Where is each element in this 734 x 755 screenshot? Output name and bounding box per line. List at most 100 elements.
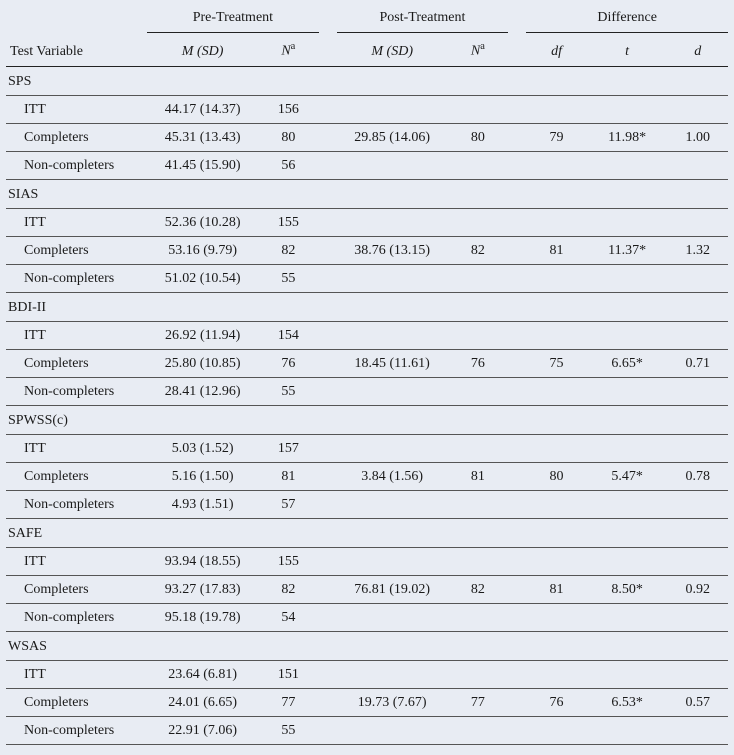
- cell-post-msd: [337, 208, 448, 236]
- gap: [319, 688, 337, 716]
- cell-t: 8.50*: [587, 575, 668, 603]
- table-row: Completers53.16 (9.79)8238.76 (13.15)828…: [6, 236, 728, 264]
- section-label: SPS: [6, 66, 728, 95]
- column-header-row: Test Variable M (SD) Na M (SD) Na df t d: [6, 33, 728, 67]
- header-d: d: [667, 33, 728, 67]
- cell-pre-msd: 93.94 (18.55): [147, 547, 258, 575]
- cell-pre-msd: 5.03 (1.52): [147, 434, 258, 462]
- cell-post-n: [448, 95, 509, 123]
- cell-t: [587, 716, 668, 744]
- cell-pre-msd: 5.16 (1.50): [147, 462, 258, 490]
- cell-post-n: 81: [448, 462, 509, 490]
- row-label: ITT: [6, 208, 147, 236]
- table-row: ITT52.36 (10.28)155: [6, 208, 728, 236]
- cell-df: [526, 603, 587, 631]
- row-label: Non-completers: [6, 377, 147, 405]
- table-row: ITT93.94 (18.55)155: [6, 547, 728, 575]
- row-label: Completers: [6, 349, 147, 377]
- cell-t: [587, 490, 668, 518]
- cell-df: [526, 264, 587, 292]
- cell-df: [526, 321, 587, 349]
- cell-t: [587, 434, 668, 462]
- section-row: SIAS: [6, 179, 728, 208]
- cell-t: [587, 660, 668, 688]
- cell-post-n: [448, 603, 509, 631]
- gap: [508, 716, 526, 744]
- table-row: ITT5.03 (1.52)157: [6, 434, 728, 462]
- cell-pre-n: 55: [258, 264, 319, 292]
- group-header-row: Pre-Treatment Post-Treatment Difference: [6, 4, 728, 33]
- gap: [319, 123, 337, 151]
- cell-t: 6.65*: [587, 349, 668, 377]
- header-msd-post: M (SD): [337, 33, 448, 67]
- row-label: Non-completers: [6, 603, 147, 631]
- gap: [319, 716, 337, 744]
- row-label: Completers: [6, 236, 147, 264]
- gap: [319, 575, 337, 603]
- gap: [508, 434, 526, 462]
- header-post-treatment: Post-Treatment: [337, 4, 508, 33]
- cell-d: [667, 603, 728, 631]
- cell-post-n: [448, 547, 509, 575]
- gap: [508, 660, 526, 688]
- row-label: Completers: [6, 462, 147, 490]
- row-label: Non-completers: [6, 151, 147, 179]
- gap: [319, 660, 337, 688]
- cell-d: 1.32: [667, 236, 728, 264]
- gap: [508, 349, 526, 377]
- header-t: t: [587, 33, 668, 67]
- cell-post-msd: [337, 490, 448, 518]
- results-table: Pre-Treatment Post-Treatment Difference …: [6, 4, 728, 745]
- gap: [319, 434, 337, 462]
- cell-pre-msd: 41.45 (15.90): [147, 151, 258, 179]
- cell-t: [587, 377, 668, 405]
- cell-post-n: [448, 264, 509, 292]
- cell-pre-msd: 4.93 (1.51): [147, 490, 258, 518]
- cell-post-n: [448, 490, 509, 518]
- cell-pre-n: 80: [258, 123, 319, 151]
- row-label: ITT: [6, 547, 147, 575]
- results-table-container: Pre-Treatment Post-Treatment Difference …: [0, 0, 734, 755]
- row-label: Non-completers: [6, 264, 147, 292]
- table-row: Non-completers4.93 (1.51)57: [6, 490, 728, 518]
- gap: [319, 603, 337, 631]
- cell-t: [587, 603, 668, 631]
- cell-post-msd: [337, 95, 448, 123]
- row-label: Completers: [6, 688, 147, 716]
- cell-d: [667, 95, 728, 123]
- cell-post-msd: [337, 716, 448, 744]
- section-label: BDI-II: [6, 292, 728, 321]
- cell-post-n: [448, 321, 509, 349]
- cell-pre-n: 155: [258, 208, 319, 236]
- cell-df: 81: [526, 236, 587, 264]
- cell-d: [667, 547, 728, 575]
- cell-pre-msd: 26.92 (11.94): [147, 321, 258, 349]
- cell-pre-n: 55: [258, 377, 319, 405]
- header-df: df: [526, 33, 587, 67]
- cell-post-msd: 18.45 (11.61): [337, 349, 448, 377]
- cell-post-n: [448, 377, 509, 405]
- cell-post-msd: [337, 547, 448, 575]
- cell-post-msd: [337, 264, 448, 292]
- gap: [508, 151, 526, 179]
- cell-df: 80: [526, 462, 587, 490]
- header-test-variable: Test Variable: [6, 33, 147, 67]
- cell-d: [667, 208, 728, 236]
- cell-pre-n: 55: [258, 716, 319, 744]
- cell-d: 0.57: [667, 688, 728, 716]
- cell-pre-msd: 25.80 (10.85): [147, 349, 258, 377]
- cell-df: 79: [526, 123, 587, 151]
- gap: [319, 264, 337, 292]
- table-row: ITT26.92 (11.94)154: [6, 321, 728, 349]
- gap: [319, 462, 337, 490]
- cell-pre-n: 157: [258, 434, 319, 462]
- table-row: Non-completers41.45 (15.90)56: [6, 151, 728, 179]
- cell-d: [667, 264, 728, 292]
- row-label: ITT: [6, 321, 147, 349]
- cell-d: 1.00: [667, 123, 728, 151]
- cell-pre-n: 151: [258, 660, 319, 688]
- cell-pre-n: 82: [258, 236, 319, 264]
- cell-pre-msd: 23.64 (6.81): [147, 660, 258, 688]
- gap: [319, 349, 337, 377]
- cell-d: [667, 434, 728, 462]
